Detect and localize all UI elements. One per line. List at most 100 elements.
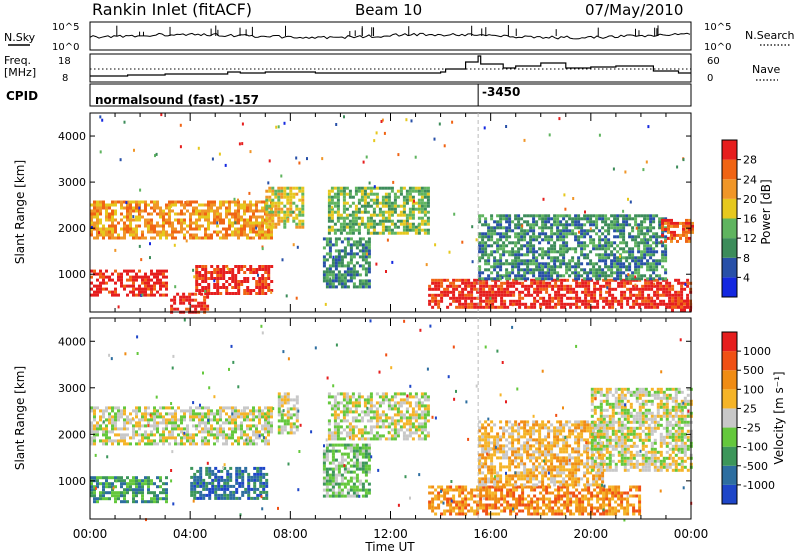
power-speckle [635, 226, 638, 230]
power-cell [658, 274, 662, 278]
power-cell [619, 253, 623, 257]
velocity-cell [357, 404, 361, 408]
power-cell [156, 290, 159, 294]
power-cell [503, 290, 507, 294]
power-cell [204, 292, 208, 295]
velocity-cell [249, 436, 252, 440]
velocity-cell [174, 412, 177, 416]
power-cell [369, 204, 373, 208]
power-cell [628, 262, 632, 266]
velocity-cell [286, 398, 290, 402]
power-cell [405, 195, 409, 199]
power-cell [598, 277, 602, 281]
velocity-cell [147, 500, 150, 504]
power-cell [671, 296, 675, 300]
velocity-cell [156, 494, 159, 498]
power-cell [667, 230, 670, 234]
power-cell [249, 215, 252, 219]
power-cell [171, 227, 174, 231]
power-cell [535, 268, 539, 272]
power-cell [357, 222, 361, 226]
power-cell [589, 229, 593, 233]
power-cell [162, 227, 165, 231]
power-cell [123, 215, 126, 219]
power-cell [604, 259, 608, 263]
power-cell [484, 232, 488, 236]
power-cell [608, 293, 612, 297]
velocity-cell [351, 395, 355, 399]
power-cell [512, 290, 516, 294]
power-cell [517, 256, 521, 260]
power-cell [434, 278, 438, 282]
power-cell [249, 230, 252, 234]
power-cell [598, 274, 602, 278]
power-cell [198, 209, 201, 213]
power-cell [354, 228, 358, 232]
velocity-cell [111, 427, 114, 431]
power-cell [583, 268, 587, 272]
velocity-cell [372, 404, 376, 408]
power-cell [292, 219, 296, 223]
velocity-cell [114, 439, 117, 443]
power-cell [399, 219, 403, 223]
power-cell [488, 302, 492, 306]
power-cell [595, 268, 599, 272]
power-cell [556, 232, 560, 236]
power-cell [523, 268, 527, 272]
velocity-cell [144, 406, 147, 410]
power-cell [150, 269, 153, 273]
velocity-cell [222, 409, 225, 413]
power-cell [547, 253, 551, 257]
power-cell [623, 290, 627, 294]
power-cell [533, 290, 537, 294]
noise-right-tick-bottom: 10^0 [704, 42, 731, 53]
velocity-cell [346, 455, 350, 459]
power-cell [195, 227, 198, 231]
velocity-cell [159, 415, 162, 419]
power-cell [478, 274, 482, 278]
velocity-cell [138, 409, 141, 413]
power-cell [348, 231, 352, 235]
velocity-cell [192, 433, 195, 437]
velocity-cell [198, 415, 201, 419]
power-cell [114, 203, 117, 207]
power-cell [322, 273, 326, 277]
power-cell [577, 274, 581, 278]
power-cell [399, 192, 403, 196]
power-cell [517, 226, 521, 230]
power-cell [533, 305, 537, 309]
power-cell [541, 250, 545, 254]
power-cell [623, 284, 627, 288]
velocity-cell [120, 409, 123, 413]
velocity-cell [232, 490, 236, 494]
velocity-cell [261, 424, 264, 428]
power-cell [162, 272, 165, 276]
velocity-cell [255, 427, 258, 431]
power-cell [156, 230, 159, 234]
power-cell [538, 253, 542, 257]
power-cell [628, 277, 632, 281]
velocity-cell [322, 455, 326, 459]
power-cell [120, 284, 123, 288]
frequency-panel: Freq. [MHz] 18 8 60 0 Nave [4, 53, 780, 84]
colorbar-swatch [722, 257, 737, 278]
power-cell [562, 262, 566, 266]
velocity-cell [252, 433, 255, 437]
velocity-cell [208, 466, 212, 470]
power-cell [686, 278, 690, 282]
power-cell [532, 214, 536, 218]
velocity-cell [256, 487, 260, 491]
velocity-cell [220, 493, 224, 497]
power-cell [452, 293, 456, 297]
velocity-cell [399, 416, 403, 420]
power-speckle [475, 238, 478, 242]
velocity-cell [280, 416, 284, 420]
velocity-cell [171, 424, 174, 428]
velocity-cell [336, 434, 340, 438]
velocity-cell [214, 493, 218, 497]
power-cell [369, 192, 373, 196]
power-cell [649, 235, 653, 239]
velocity-cell [195, 406, 198, 410]
power-cell [367, 240, 371, 244]
